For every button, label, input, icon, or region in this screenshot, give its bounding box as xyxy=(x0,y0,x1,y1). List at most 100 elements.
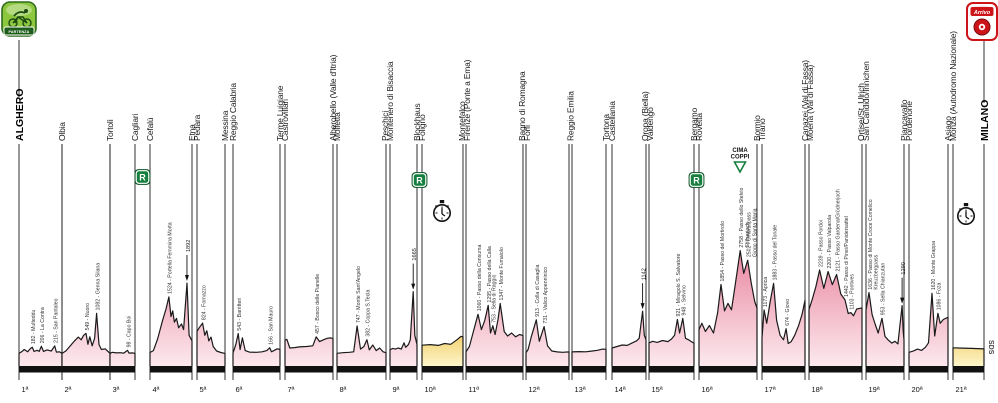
stopwatch-icon xyxy=(433,200,451,222)
climb-label: 215 - San Pantaleo xyxy=(53,298,59,343)
stage-profile-area xyxy=(526,319,569,366)
city-label: Terme Luigiane xyxy=(275,85,285,141)
baseline-bar xyxy=(422,366,463,373)
city-label: Reggio Calabria xyxy=(228,83,238,141)
city-label: Bergamo xyxy=(689,107,699,141)
stage-21: 21ª xyxy=(952,144,985,394)
stage-12: 12ª xyxy=(525,144,570,394)
stage-8: 8ª xyxy=(336,144,387,394)
stage-profile-outline xyxy=(952,347,985,367)
climb-label: 2121 - Passo Gardena/Grödnerjoch xyxy=(835,189,841,271)
stage-number-label: 3ª xyxy=(113,385,120,394)
city-label: Tortona xyxy=(601,114,611,141)
city-label: Cagliari xyxy=(130,113,140,141)
baseline-bar xyxy=(150,366,192,373)
climb-label: Stilfserjoch xyxy=(745,222,751,247)
climb-label: 913 - Colla di Casaglia xyxy=(535,264,541,316)
city-label: Tortolì xyxy=(105,119,115,141)
stage-profile-area xyxy=(19,345,62,366)
climb-label: 2502 - Umbrailpass xyxy=(747,212,753,257)
baseline-bar xyxy=(526,366,569,373)
stage-profile-outline xyxy=(109,349,136,367)
stage-profile-area xyxy=(150,283,192,366)
stage-profile-outline xyxy=(18,345,63,367)
climb-label: Kreuzbergpass xyxy=(874,254,880,289)
stage-profile-area xyxy=(612,311,646,366)
city-label: Valdengo xyxy=(645,107,655,141)
city-label: Monza (Autodromo Nazionale) xyxy=(948,31,958,141)
stopwatch-icon xyxy=(957,203,975,225)
stage-number-label: 7ª xyxy=(288,385,295,394)
stage-profile-area xyxy=(572,349,606,366)
arrivo-finish-icon: Arrivo xyxy=(966,2,998,41)
city-label: Etna xyxy=(187,124,197,141)
city-label: Blockhaus xyxy=(412,104,422,141)
climb-label: 382 - Coppa S.Tecla xyxy=(366,290,372,337)
baseline-bar xyxy=(909,366,948,373)
city-label: Molfetta xyxy=(332,112,342,141)
city-label: Tirano xyxy=(757,118,767,141)
partenza-banner xyxy=(3,26,35,36)
climb-label: 1620 - Monte Grappa xyxy=(931,241,937,290)
city-label: Messina xyxy=(220,110,230,141)
stage-number-label: 18ª xyxy=(812,385,823,394)
city-label: Asiago xyxy=(943,116,953,141)
city-label: Forlì xyxy=(522,125,532,141)
stage-number-label: 10ª xyxy=(425,385,436,394)
cima-coppi-label: CIMA xyxy=(732,148,748,154)
city-label: Olbia xyxy=(57,122,67,141)
stage-profile-area xyxy=(233,333,280,366)
baseline-bar xyxy=(197,366,225,373)
city-label: Oropa (Biella) xyxy=(640,91,650,141)
stage-number-label: 21ª xyxy=(956,385,967,394)
stage-17: 17ª xyxy=(761,144,806,394)
city-label: San Candido/Innichen xyxy=(861,61,871,141)
stage-number-label: 8ª xyxy=(340,385,347,394)
baseline-bar xyxy=(466,366,523,373)
stage-11: 11ª xyxy=(465,144,524,394)
stage-profile-outline xyxy=(389,291,418,367)
stage-20: 20ª xyxy=(908,144,949,394)
stage-number-label: 9ª xyxy=(393,385,400,394)
stage-6: 6ª xyxy=(232,144,281,394)
partenza-banner-label: PARTENZA xyxy=(9,30,30,34)
baseline-bar xyxy=(866,366,904,373)
city-label: Reggio Emilia xyxy=(566,91,576,141)
climb-label: 2239 - Passo Pordoi xyxy=(818,220,824,267)
arrivo-banner xyxy=(970,7,994,16)
city-label: MILANO xyxy=(979,100,991,141)
climb-label: 457 - Bosco delle Pianelle xyxy=(315,274,321,334)
stage-5: 5ª xyxy=(196,144,226,394)
rest-day-letter: R xyxy=(416,175,423,185)
stage-number-label: 4ª xyxy=(153,385,160,394)
climb-label: 549 - Nuoro xyxy=(85,303,91,331)
stage-14: 14ª xyxy=(611,144,647,394)
stage-profile-area xyxy=(337,326,386,366)
climb-label: 1060 - Passo della Consuma xyxy=(477,245,483,312)
baseline-bar xyxy=(233,366,280,373)
stage-number-label: 16ª xyxy=(702,385,713,394)
climb-label: 921 - Miragolo S. Salvatore xyxy=(676,253,682,316)
stage-number-label: 17ª xyxy=(765,385,776,394)
baseline-bar xyxy=(110,366,135,373)
city-label: Pedara xyxy=(192,114,202,141)
stage-profile-area xyxy=(390,291,417,366)
rest-day-badge-border xyxy=(689,173,704,187)
city-label: Rovetta xyxy=(694,113,704,141)
stage-number-label: 6ª xyxy=(236,385,243,394)
cyclist-body xyxy=(13,11,26,17)
climb-label: 753 - Sella di Raggio xyxy=(492,274,498,322)
climb-label: 1295 - Passo della Calla xyxy=(487,246,493,302)
climb-label: 824 - Fornazzo xyxy=(201,285,207,320)
baseline-bar xyxy=(649,366,694,373)
rest-day-letter: R xyxy=(693,175,700,185)
city-label: Alberobello (Valle d'Itria) xyxy=(328,54,338,141)
climb-label: 98 - Capo Boi xyxy=(126,316,132,348)
stage-profile-outline xyxy=(908,292,949,367)
stage-profile-area xyxy=(466,303,523,366)
climb-label: 1883 - Passo del Tonale xyxy=(772,225,778,281)
baseline-bar xyxy=(337,366,386,373)
credit-label: SDS xyxy=(987,340,994,355)
stage-7: 7ª xyxy=(284,144,334,394)
